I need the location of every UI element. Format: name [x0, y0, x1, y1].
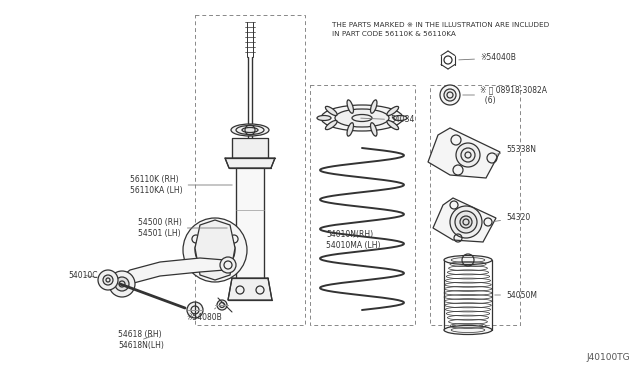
Text: 55338N: 55338N — [495, 145, 536, 154]
Polygon shape — [228, 278, 272, 300]
Ellipse shape — [325, 121, 337, 129]
Ellipse shape — [231, 124, 269, 136]
Ellipse shape — [387, 106, 399, 116]
Ellipse shape — [444, 256, 492, 264]
Polygon shape — [236, 168, 264, 280]
Ellipse shape — [325, 106, 337, 116]
Circle shape — [440, 85, 460, 105]
Circle shape — [109, 271, 135, 297]
Text: ※54040B: ※54040B — [459, 54, 516, 62]
Bar — [195, 15, 305, 325]
Text: 54320: 54320 — [493, 214, 531, 222]
Circle shape — [115, 277, 129, 291]
Text: 54010C: 54010C — [68, 270, 97, 279]
Polygon shape — [433, 198, 496, 242]
Text: 56110K (RH)
56110KA (LH): 56110K (RH) 56110KA (LH) — [130, 175, 232, 195]
Ellipse shape — [387, 121, 399, 129]
Ellipse shape — [347, 100, 353, 113]
Ellipse shape — [393, 115, 407, 121]
Bar — [430, 85, 520, 325]
Bar — [310, 85, 415, 325]
Circle shape — [444, 89, 456, 101]
Ellipse shape — [335, 109, 389, 127]
Text: 54618 (RH)
54618N(LH): 54618 (RH) 54618N(LH) — [118, 330, 164, 350]
Polygon shape — [232, 138, 268, 158]
Circle shape — [211, 246, 219, 254]
Text: 54500 (RH)
54501 (LH): 54500 (RH) 54501 (LH) — [138, 218, 227, 238]
Polygon shape — [428, 128, 500, 178]
Circle shape — [450, 206, 482, 238]
Text: 54034: 54034 — [361, 115, 414, 125]
Polygon shape — [225, 158, 275, 168]
Circle shape — [217, 300, 227, 310]
Text: J40100TG: J40100TG — [586, 353, 630, 362]
Ellipse shape — [371, 123, 377, 136]
Circle shape — [460, 216, 472, 228]
Ellipse shape — [321, 105, 403, 131]
Circle shape — [195, 230, 235, 270]
Circle shape — [455, 211, 477, 233]
Ellipse shape — [347, 123, 353, 136]
Circle shape — [256, 286, 264, 294]
Text: ※54080B: ※54080B — [186, 308, 221, 323]
Circle shape — [183, 218, 247, 282]
Text: THE PARTS MARKED ※ IN THE ILLUSTRATION ARE INCLUDED
IN PART CODE 56110K & 56110K: THE PARTS MARKED ※ IN THE ILLUSTRATION A… — [332, 22, 549, 36]
Ellipse shape — [371, 100, 377, 113]
Ellipse shape — [317, 115, 331, 121]
Text: 54050M: 54050M — [495, 291, 537, 299]
Circle shape — [98, 270, 118, 290]
Circle shape — [220, 257, 236, 273]
Ellipse shape — [444, 326, 492, 334]
Ellipse shape — [242, 128, 258, 132]
Circle shape — [456, 143, 480, 167]
Circle shape — [236, 286, 244, 294]
Polygon shape — [195, 220, 235, 280]
Text: ※ Ⓝ 08918-3082A
  (6): ※ Ⓝ 08918-3082A (6) — [463, 85, 547, 105]
Polygon shape — [120, 258, 225, 290]
Circle shape — [103, 275, 113, 285]
Text: 54010N(RH)
54010MA (LH): 54010N(RH) 54010MA (LH) — [326, 230, 381, 250]
Circle shape — [187, 302, 203, 318]
